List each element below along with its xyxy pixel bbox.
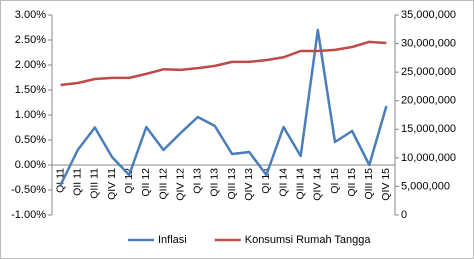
- y-tick-label: -1.00%: [11, 209, 46, 221]
- y-tick-label: 1.50%: [15, 84, 46, 96]
- x-tick-label: QII 12: [140, 168, 152, 197]
- x-tick-label: QIV 13: [243, 168, 255, 201]
- y-tick-label: 2.50%: [15, 34, 46, 46]
- y2-tick-label: 30,000,000: [401, 37, 456, 49]
- y2-tick-label: 10,000,000: [401, 152, 456, 164]
- x-tick-label: QIII 13: [226, 168, 238, 200]
- legend-label: Konsumsi Rumah Tangga: [245, 234, 372, 246]
- x-tick-label: QI 12: [123, 168, 135, 194]
- x-tick-label: QIII 11: [89, 168, 101, 199]
- x-tick-label: QIV 15: [380, 168, 392, 201]
- y2-tick-label: 20,000,000: [401, 95, 456, 107]
- y-tick-label: 0.00%: [15, 159, 46, 171]
- y-tick-label: 2.00%: [15, 59, 46, 71]
- x-tick-label: QIV 11: [106, 168, 118, 200]
- series-line: [60, 40, 387, 87]
- y2-tick-label: 5,000,000: [401, 180, 450, 192]
- y-tick-label: 0.50%: [15, 134, 46, 146]
- x-tick-label: QIII 14: [294, 168, 306, 200]
- series-line: [59, 28, 388, 186]
- x-tick-label: QI 14: [260, 168, 272, 194]
- x-tick-label: QIV 14: [312, 168, 324, 201]
- x-tick-label: QIV 12: [174, 168, 186, 201]
- y2-tick-label: 25,000,000: [401, 66, 456, 78]
- x-tick-label: QI 15: [329, 168, 341, 194]
- x-tick-label: QIII 12: [157, 168, 169, 200]
- x-tick-label: QIII 15: [363, 168, 375, 200]
- y-tick-label: -0.50%: [11, 184, 46, 196]
- y-tick-label: 1.00%: [15, 109, 46, 121]
- x-tick-label: QI 11: [54, 168, 66, 193]
- x-tick-label: QI 13: [192, 168, 204, 194]
- y2-tick-label: 15,000,000: [401, 123, 456, 135]
- y2-tick-label: 35,000,000: [401, 9, 456, 21]
- x-tick-label: QII 15: [346, 168, 358, 197]
- x-tick-label: QII 11: [72, 168, 84, 196]
- x-tick-label: QII 14: [277, 168, 289, 197]
- y-tick-label: 3.00%: [15, 9, 46, 21]
- y2-tick-label: 0: [401, 209, 407, 221]
- legend-label: Inflasi: [158, 234, 187, 246]
- x-tick-label: QII 13: [209, 168, 221, 197]
